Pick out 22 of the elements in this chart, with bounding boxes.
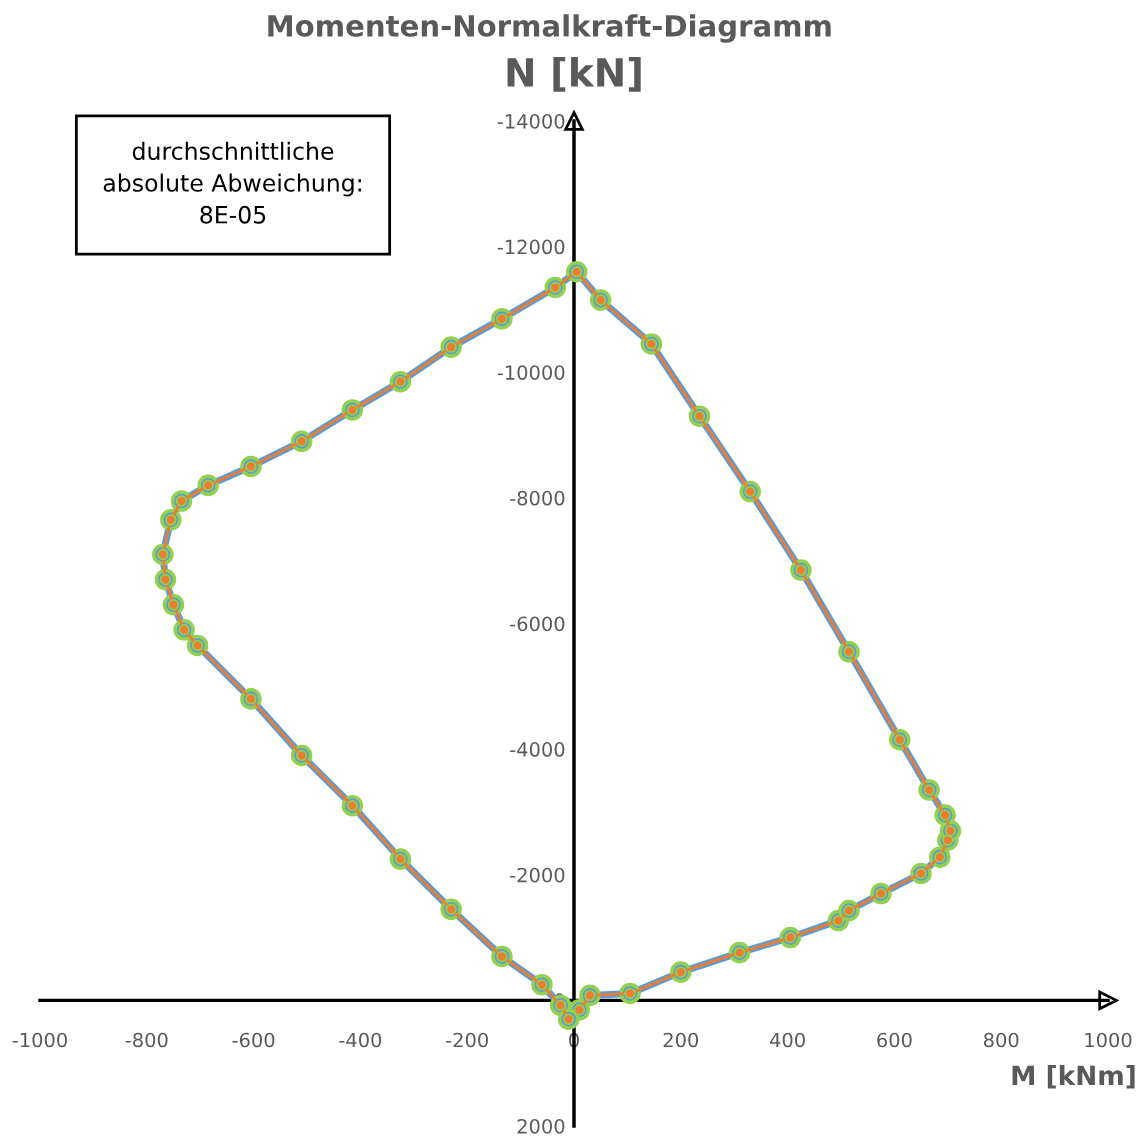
x-tick-label: -200 [446, 1032, 488, 1048]
x-tick-label: 400 [769, 1032, 805, 1048]
x-tick-label: 200 [663, 1032, 699, 1048]
x-tick-label: -1000 [12, 1032, 67, 1048]
x-tick-label: 800 [983, 1032, 1019, 1048]
y-axis-title: N [kN] [507, 56, 641, 92]
x-tick-label: -400 [339, 1032, 382, 1048]
chart-title: Momenten-Normalkraft-Diagramm [268, 14, 831, 43]
y-tick-label: -12000 [497, 239, 565, 255]
y-tick-label: -6000 [510, 616, 565, 632]
annotation: durchschnittliche absolute Abweichung: 8E-05 [103, 141, 361, 224]
y-tick-label: -2000 [510, 867, 565, 883]
y-tick-label: -10000 [497, 365, 565, 380]
x-tick-label: 1000 [1085, 1032, 1132, 1048]
x-tick-label: 600 [877, 1032, 912, 1048]
y-tick-label: -8000 [510, 490, 565, 506]
y-tick-label: -14000 [497, 113, 565, 129]
x-tick-label: -800 [125, 1032, 168, 1048]
x-tick-label: -600 [232, 1032, 275, 1048]
y-tick-label: 2000 [517, 1118, 565, 1134]
x-axis-title: M [kNm] [1012, 1064, 1135, 1089]
y-tick-label: -4000 [510, 742, 565, 757]
